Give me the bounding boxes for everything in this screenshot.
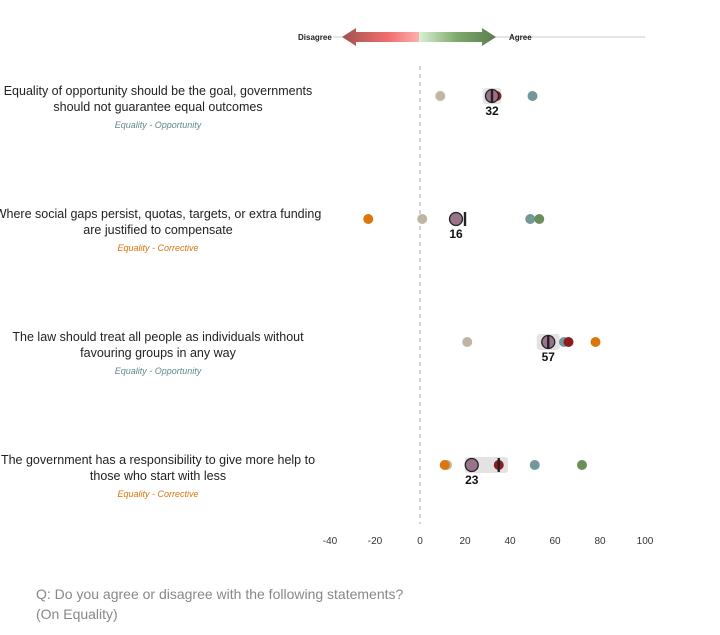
data-point-orange [590, 337, 601, 347]
marker-bar [497, 458, 500, 472]
statement-line: Where social gaps persist, quotas, targe… [0, 207, 322, 221]
x-tick-label: 60 [549, 536, 561, 547]
category-label: Equality - Corrective [117, 489, 199, 499]
question-line-1: Q: Do you agree or disagree with the fol… [36, 586, 404, 602]
data-point-green [577, 460, 587, 470]
legend-disagree: Disagree [298, 33, 332, 42]
x-tick-label: 80 [594, 536, 606, 547]
average-label: 23 [465, 473, 479, 487]
disagree-agree-arrow [342, 28, 496, 46]
statement-line: Equality of opportunity should be the go… [3, 84, 313, 98]
question-line-2: (On Equality) [36, 606, 118, 622]
x-tick-label: 100 [637, 536, 654, 547]
data-point-teal [525, 214, 536, 224]
x-tick-label: -20 [368, 536, 383, 547]
statement-label: The government has a responsibility to g… [0, 452, 323, 502]
statement-label: Equality of opportunity should be the go… [0, 83, 323, 133]
average-label: 32 [485, 104, 499, 118]
legend-agree: Agree [509, 33, 532, 42]
marker-bar [463, 212, 467, 226]
marker-bar [547, 335, 550, 349]
data-point-red [563, 337, 574, 347]
statement-line: The law should treat all people as indiv… [12, 330, 304, 344]
data-point-green [534, 214, 545, 224]
data-point-teal [529, 460, 540, 470]
question-text: Q: Do you agree or disagree with the fol… [36, 584, 403, 624]
category-label: Equality - Corrective [117, 243, 199, 253]
x-tick-label: 0 [417, 536, 423, 547]
x-tick-label: -40 [323, 536, 338, 547]
statement-line: The government has a responsibility to g… [0, 453, 316, 467]
x-tick-label: 40 [504, 536, 516, 547]
data-point-orange [439, 460, 450, 470]
data-point-beige [462, 337, 473, 347]
data-point-beige [417, 214, 428, 224]
x-tick-label: 20 [459, 536, 471, 547]
average-point [448, 211, 464, 227]
statement-label: The law should treat all people as indiv… [0, 329, 323, 379]
statement-line: those who start with less [89, 469, 227, 483]
data-point-orange [363, 214, 374, 224]
data-point-teal [527, 91, 538, 101]
data-point-beige [435, 91, 446, 101]
category-label: Equality - Opportunity [114, 366, 202, 376]
average-point [464, 457, 479, 473]
average-label: 57 [542, 350, 556, 364]
category-label: Equality - Opportunity [114, 120, 202, 130]
average-label: 16 [449, 227, 463, 241]
statement-line: favouring groups in any way [80, 346, 236, 360]
statement-line: should not guarantee equal outcomes [53, 100, 263, 114]
statement-label: Where social gaps persist, quotas, targe… [0, 206, 323, 256]
marker-bar [490, 89, 494, 103]
statement-line: are justified to compensate [83, 223, 233, 237]
